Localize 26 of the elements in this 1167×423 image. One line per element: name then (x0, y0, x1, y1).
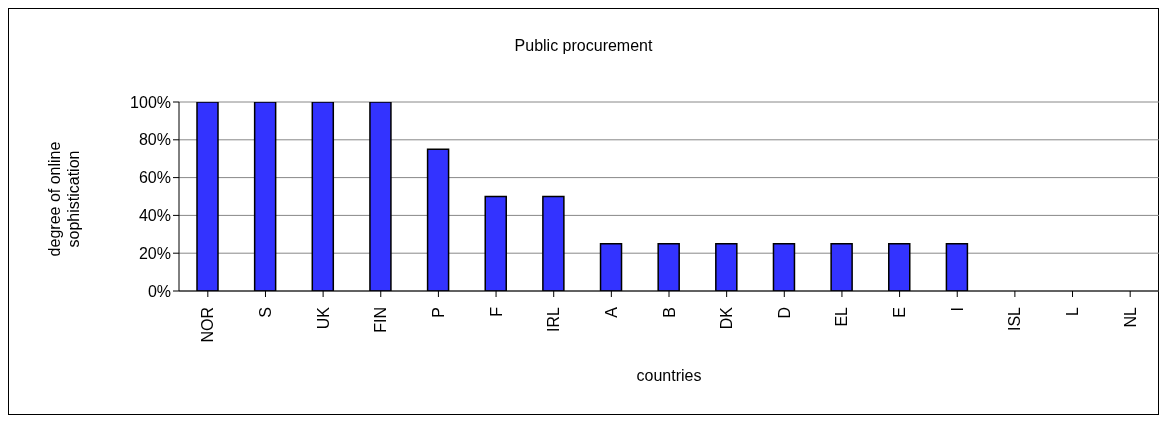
x-tick-label: IRL (545, 306, 563, 332)
x-tick-label: P (429, 307, 447, 318)
y-axis-title: degree of online sophistication (45, 141, 82, 257)
x-tick-label: L (1064, 306, 1082, 316)
x-tick-label: ISL (1006, 306, 1024, 332)
x-tick-label: NOR (199, 307, 217, 343)
x-tick-label: S (256, 307, 274, 318)
y-tick-label: 80% (138, 131, 171, 149)
x-tick-label: EL (833, 306, 851, 327)
x-tick-label: D (775, 307, 793, 319)
x-tick-label: UK (314, 306, 332, 330)
chart-title: Public procurement (513, 37, 654, 55)
x-tick-label: F (487, 306, 505, 317)
y-tick-label: 100% (130, 93, 171, 111)
x-tick-label: FIN (372, 307, 390, 333)
x-tick-label: B (660, 307, 678, 318)
y-tick-label: 20% (138, 244, 171, 262)
x-tick-label: A (602, 306, 620, 318)
y-tick-label: 0% (147, 282, 171, 300)
y-tick-label: 60% (138, 169, 171, 187)
x-tick-label: E (891, 307, 909, 318)
x-axis-title: countries (635, 367, 703, 385)
x-tick-label: NL (1121, 306, 1139, 328)
x-tick-label: DK (718, 306, 736, 330)
y-tick-label: 40% (138, 207, 171, 225)
x-tick-label: I (948, 307, 966, 312)
